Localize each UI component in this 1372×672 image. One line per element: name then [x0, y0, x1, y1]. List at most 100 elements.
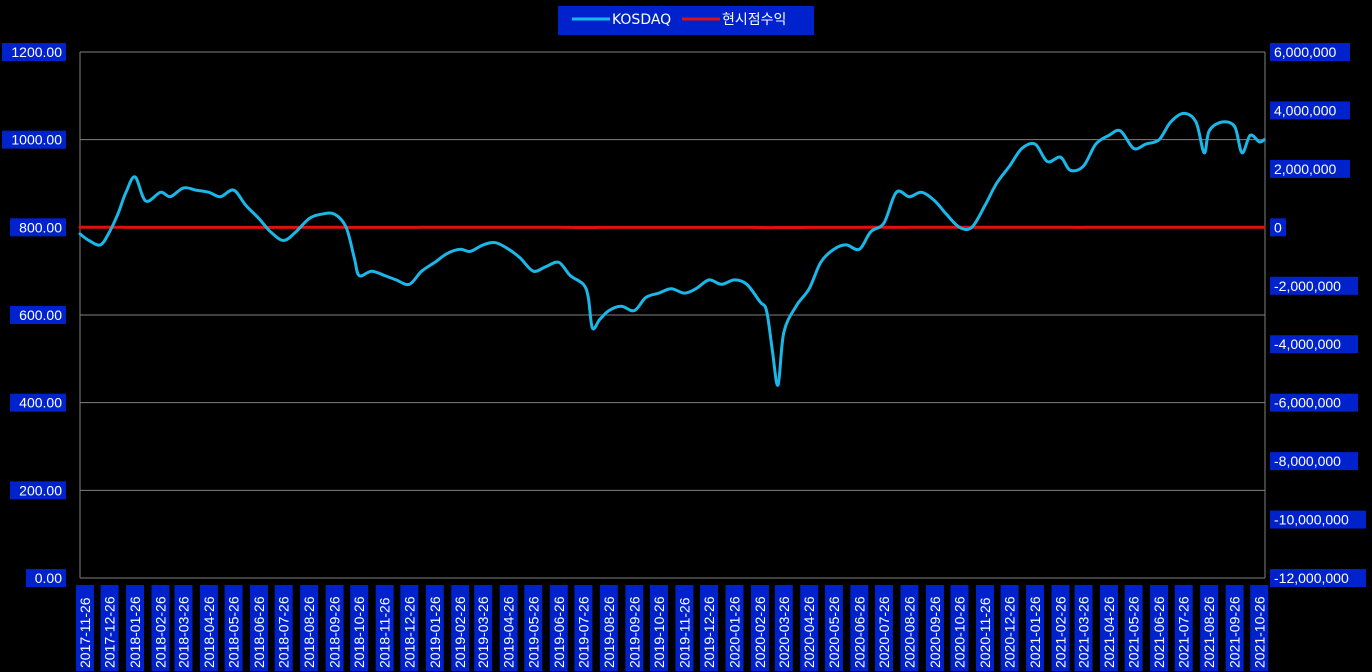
y-right-tick-label-9: 6,000,000	[1274, 44, 1336, 60]
y-right-tick-label-4: -4,000,000	[1274, 336, 1341, 352]
y-right-tick-label-2: -8,000,000	[1274, 453, 1341, 469]
x-tick-label-10: 2018-09-26	[327, 596, 343, 668]
x-tick-bg-16	[474, 585, 493, 671]
x-tick-label-17: 2019-04-26	[501, 596, 517, 668]
y-left-tick-bg-0	[26, 569, 66, 587]
x-tick-label-26: 2020-01-26	[727, 596, 743, 668]
x-tick-bg-24	[675, 585, 694, 671]
x-tick-bg-33	[900, 585, 919, 671]
x-tick-bg-39	[1051, 585, 1070, 671]
x-tick-label-43: 2021-06-26	[1151, 596, 1167, 668]
x-tick-label-44: 2021-07-26	[1176, 596, 1192, 668]
y-right-tick-label-1: -10,000,000	[1274, 512, 1349, 528]
series-lines	[78, 111, 1266, 387]
x-tick-bg-9	[300, 585, 319, 671]
x-tick-label-30: 2020-05-26	[826, 596, 842, 668]
y-right-tick-label-6: 0	[1274, 219, 1282, 235]
y-left-tick-bg-6	[2, 43, 66, 61]
x-tick-label-23: 2019-10-26	[651, 596, 667, 668]
x-tick-bg-2	[126, 585, 145, 671]
x-tick-label-11: 2018-10-26	[351, 596, 367, 668]
x-tick-bg-42	[1124, 585, 1143, 671]
x-tick-bg-29	[800, 585, 819, 671]
x-tick-bg-14	[425, 585, 444, 671]
y-left-tick-bg-1	[10, 481, 66, 500]
y-right-tick-label-5: -2,000,000	[1274, 278, 1341, 294]
x-tick-bg-26	[725, 585, 744, 671]
x-tick-bg-38	[1026, 585, 1045, 671]
x-tick-label-21: 2019-08-26	[601, 596, 617, 668]
x-tick-bg-1	[100, 585, 119, 671]
x-tick-bg-25	[700, 585, 719, 671]
x-tick-bg-21	[599, 585, 618, 671]
x-tick-bg-7	[250, 585, 269, 671]
x-tick-label-16: 2019-03-26	[475, 596, 491, 668]
x-tick-label-6: 2018-05-26	[226, 596, 242, 668]
x-tick-bg-13	[400, 585, 419, 671]
y-left-tick-label-3: 600.00	[19, 307, 62, 323]
x-tick-label-27: 2020-02-26	[752, 596, 768, 668]
x-tick-bg-41	[1099, 585, 1118, 671]
y-left-tick-label-4: 800.00	[19, 219, 62, 235]
y-left-tick-bg-3	[10, 306, 66, 324]
x-tick-label-46: 2021-09-26	[1227, 596, 1243, 668]
y-right-tick-bg-2	[1270, 452, 1358, 471]
y-right-tick-bg-8	[1270, 101, 1350, 120]
x-tick-bg-27	[750, 585, 769, 671]
y-right-tick-label-3: -6,000,000	[1274, 395, 1341, 411]
x-tick-bg-47	[1250, 585, 1269, 671]
x-tick-label-14: 2019-01-26	[427, 596, 443, 668]
legend-label-kosdaq: KOSDAQ	[612, 12, 671, 28]
y-right-tick-bg-1	[1270, 510, 1366, 529]
x-tick-bg-12	[375, 585, 394, 671]
x-tick-label-41: 2021-04-26	[1101, 596, 1117, 668]
x-tick-label-13: 2018-12-26	[401, 596, 417, 668]
x-tick-label-35: 2020-10-26	[952, 596, 968, 668]
y-left-tick-label-1: 200.00	[19, 482, 62, 498]
x-tick-bg-44	[1174, 585, 1193, 671]
x-tick-bg-17	[499, 585, 518, 671]
x-tick-bg-22	[625, 585, 644, 671]
x-tick-label-15: 2019-02-26	[452, 596, 468, 668]
x-tick-label-25: 2019-12-26	[701, 596, 717, 668]
x-tick-bg-11	[350, 585, 369, 671]
x-tick-label-32: 2020-07-26	[876, 596, 892, 668]
x-tick-label-1: 2017-12-26	[102, 596, 118, 668]
y-right-tick-bg-9	[1270, 43, 1350, 61]
x-tick-label-4: 2018-03-26	[175, 596, 191, 668]
x-tick-label-40: 2021-03-26	[1076, 596, 1092, 668]
x-tick-bg-5	[199, 585, 218, 671]
y-right-tick-bg-6	[1270, 218, 1286, 237]
x-tick-label-45: 2021-08-26	[1201, 596, 1217, 668]
y-right-tick-bg-5	[1270, 276, 1358, 295]
y-left-tick-label-6: 1200.00	[11, 44, 62, 60]
x-tick-bg-32	[874, 585, 893, 671]
x-tick-bg-30	[824, 585, 843, 671]
legend-label-profit: 현시점수익	[722, 12, 786, 28]
x-tick-label-31: 2020-06-26	[851, 596, 867, 668]
y-right-tick-label-7: 2,000,000	[1274, 161, 1336, 177]
x-tick-bg-31	[850, 585, 869, 671]
x-tick-bg-46	[1225, 585, 1244, 671]
x-tick-bg-18	[524, 585, 543, 671]
x-tick-bg-23	[649, 585, 668, 671]
x-tick-label-18: 2019-05-26	[525, 596, 541, 668]
x-tick-label-42: 2021-05-26	[1126, 596, 1142, 668]
x-tick-label-34: 2020-09-26	[927, 596, 943, 668]
x-tick-label-0: 2017-11-26	[77, 597, 93, 668]
y-axis-right: -12,000,000 -10,000,000 -8,000,000 -6,000,0…	[1270, 43, 1366, 587]
x-tick-bg-0	[75, 585, 94, 671]
y-right-tick-label-0: -12,000,000	[1274, 570, 1349, 586]
x-tick-label-7: 2018-06-26	[251, 596, 267, 668]
x-tick-label-24: 2019-11-26	[676, 597, 692, 668]
y-left-tick-bg-4	[10, 218, 66, 237]
x-tick-bg-15	[451, 585, 470, 671]
x-axis: 2017-11-26 2017-12-26 2018-01-26 2018-02-26…	[75, 585, 1269, 671]
x-tick-label-33: 2020-08-26	[901, 596, 917, 668]
x-tick-label-2: 2018-01-26	[127, 596, 143, 668]
x-tick-label-38: 2021-01-26	[1027, 596, 1043, 668]
x-tick-bg-10	[325, 585, 344, 671]
y-right-tick-bg-7	[1270, 159, 1350, 178]
x-tick-bg-19	[549, 585, 568, 671]
